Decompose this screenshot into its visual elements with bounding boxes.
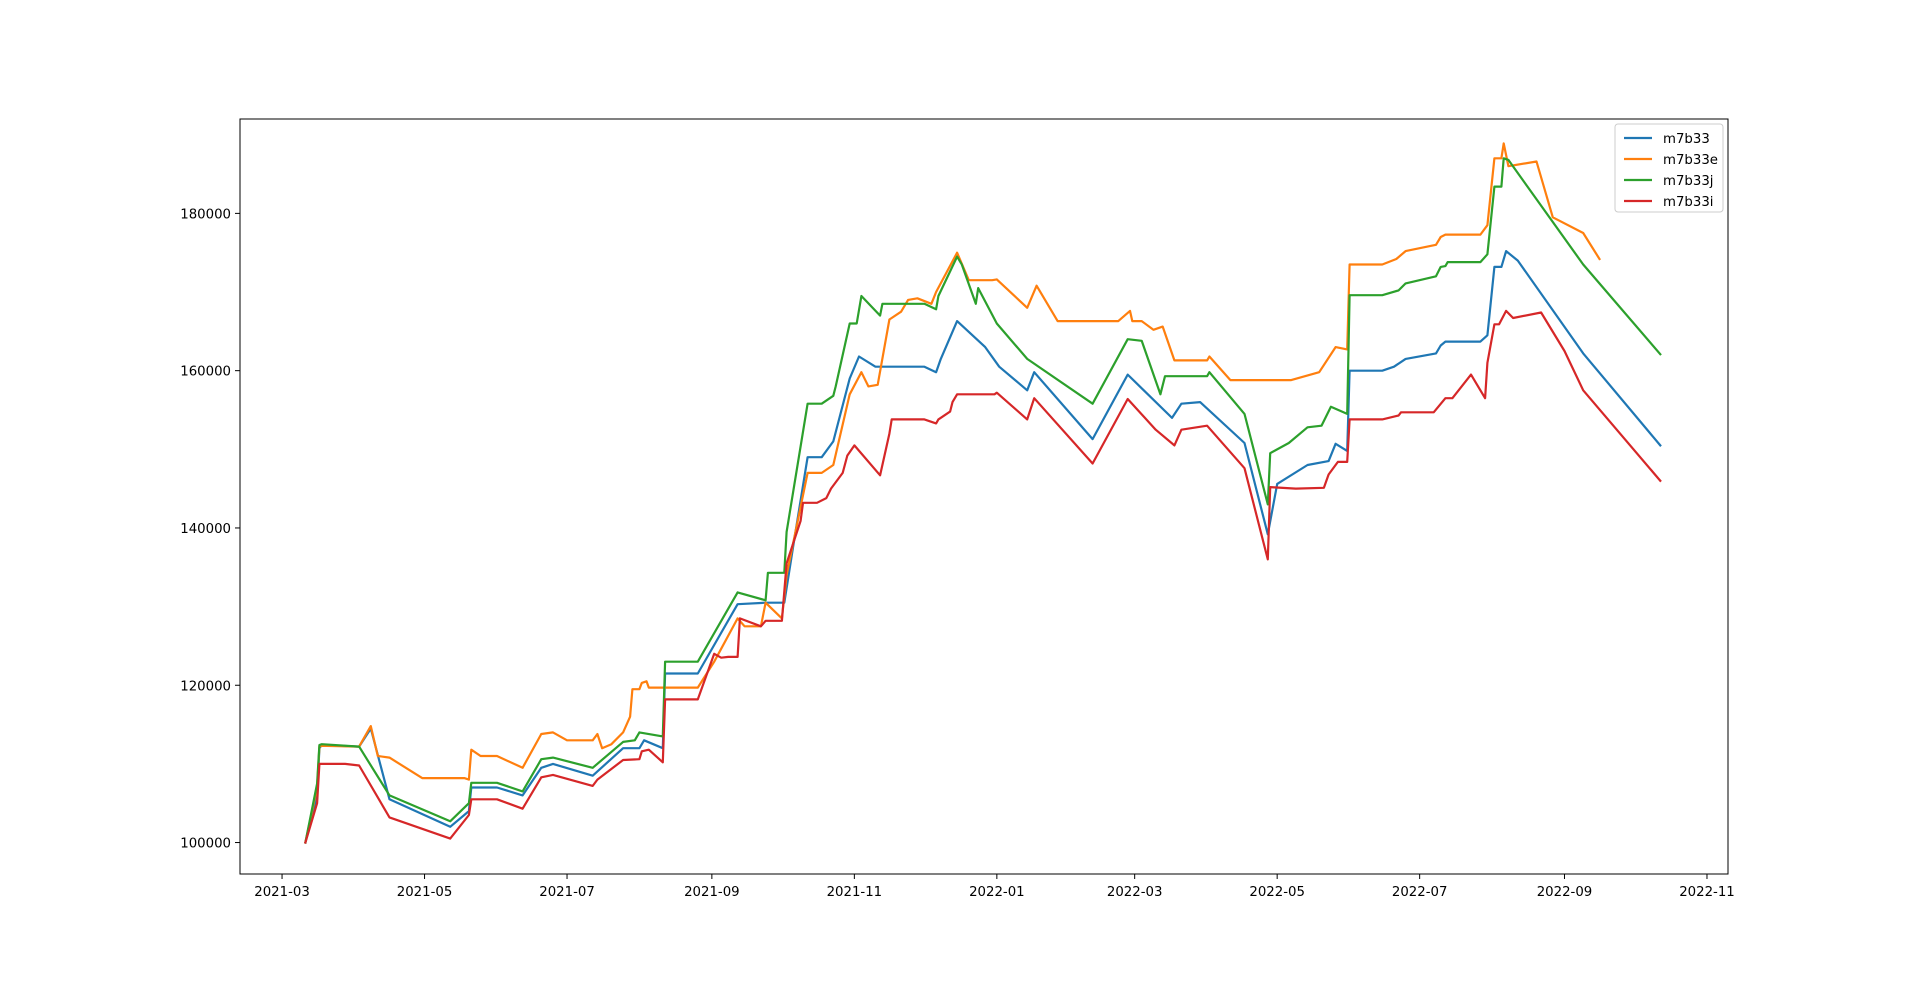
y-tick-label: 140000 [180,522,231,537]
legend-label-m7b33i: m7b33i [1663,195,1713,210]
y-tick-label: 100000 [180,837,231,852]
y-tick-label: 160000 [180,365,231,380]
series-line-m7b33e [304,142,1602,844]
x-tick-label: 2022-03 [1107,885,1163,900]
x-tick-label: 2022-01 [969,885,1025,900]
x-tick-label: 2021-09 [684,885,740,900]
x-tick-label: 2021-11 [827,885,883,900]
x-tick-label: 2021-07 [539,885,595,900]
y-tick-label: 180000 [180,207,231,222]
x-tick-label: 2022-09 [1537,885,1593,900]
series-layer [304,142,1662,844]
legend: m7b33 m7b33e m7b33j m7b33i [1614,123,1724,213]
axis-layer: 2021-03 2021-05 2021-07 2021-09 2021-11 2022-… [180,207,1735,900]
x-tick-label: 2022-05 [1249,885,1305,900]
x-tick-label: 2022-07 [1392,885,1448,900]
series-line-m7b33j [304,157,1662,844]
legend-label-m7b33j: m7b33j [1663,174,1713,189]
x-tick-label: 2021-03 [254,885,310,900]
legend-label-m7b33e: m7b33e [1663,153,1718,168]
y-tick-label: 120000 [180,679,231,694]
x-tick-label: 2022-11 [1679,885,1735,900]
plot-area-frame [239,118,1729,875]
x-tick-label: 2021-05 [397,885,453,900]
legend-box [1614,123,1724,213]
series-line-m7b33 [304,250,1662,844]
series-line-m7b33i [304,309,1662,844]
legend-label-m7b33: m7b33 [1663,132,1710,147]
